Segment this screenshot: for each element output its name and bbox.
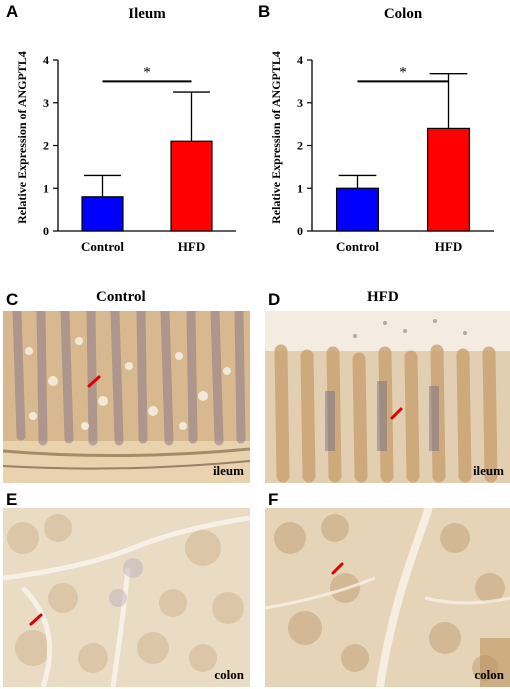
panel-letter-d: D xyxy=(268,290,281,309)
panel-letter-e: E xyxy=(6,490,18,509)
tissue-label-colon: colon xyxy=(214,667,244,682)
chart-plot-area: Ileum Relative Expression of ANGPTL4 0 1 2 3 4… xyxy=(15,6,236,254)
panel-letter-f: F xyxy=(268,490,279,509)
x-tick-label: HFD xyxy=(435,239,462,254)
panel-letter-b: B xyxy=(258,2,271,21)
y-tick-label: 3 xyxy=(43,96,49,110)
y-tick-label: 4 xyxy=(43,53,49,67)
y-axis-label: Relative Expression of ANGPTL4 xyxy=(269,51,283,224)
x-tick-label: Control xyxy=(81,239,124,254)
bar-chart-colon: Colon Relative Expression of ANGPTL4 0 1 2 3 4… xyxy=(269,6,494,254)
micrograph-title-hfd: HFD xyxy=(367,289,399,305)
bar-control xyxy=(81,196,124,232)
chart-title: Colon xyxy=(384,6,423,22)
tissue-label-colon: colon xyxy=(474,667,504,682)
y-tick-label: 0 xyxy=(43,224,49,238)
significance-marker: * xyxy=(399,64,407,80)
micrograph-ileum-control: ileum xyxy=(3,311,250,483)
panel-letter-c: C xyxy=(6,290,19,309)
bar-hfd xyxy=(426,127,471,232)
bar-control xyxy=(335,187,380,232)
micrograph-image xyxy=(3,508,250,687)
micrograph-title-control: Control xyxy=(96,289,146,305)
y-tick-label: 1 xyxy=(43,181,49,195)
y-tick-label: 3 xyxy=(297,96,303,110)
chart-title: Ileum xyxy=(128,6,166,22)
y-axis-label: Relative Expression of ANGPTL4 xyxy=(15,51,29,224)
bar-chart-ileum: Ileum Relative Expression of ANGPTL4 0 1 2 3 4… xyxy=(15,6,236,254)
micrograph-image xyxy=(265,311,510,483)
tissue-label-ileum: ileum xyxy=(212,463,244,478)
micrograph-image xyxy=(265,508,510,687)
x-tick-label: Control xyxy=(336,239,379,254)
micrograph-colon-control: colon xyxy=(3,508,250,687)
y-tick-label: 4 xyxy=(297,53,303,67)
y-tick-label: 0 xyxy=(297,224,303,238)
micrograph-image xyxy=(3,311,250,483)
tissue-label-ileum: ileum xyxy=(472,463,504,478)
y-tick-label: 1 xyxy=(297,181,303,195)
chart-plot-area: Colon Relative Expression of ANGPTL4 0 1 2 3 4… xyxy=(269,6,494,254)
micrograph-colon-hfd: colon xyxy=(265,508,510,687)
x-tick-label: HFD xyxy=(178,239,205,254)
significance-marker: * xyxy=(143,64,151,80)
bar-hfd xyxy=(170,140,213,232)
y-tick-label: 2 xyxy=(43,139,49,153)
panel-letter-a: A xyxy=(6,2,19,21)
micrograph-ileum-hfd: ileum xyxy=(265,311,510,483)
y-tick-label: 2 xyxy=(297,139,303,153)
